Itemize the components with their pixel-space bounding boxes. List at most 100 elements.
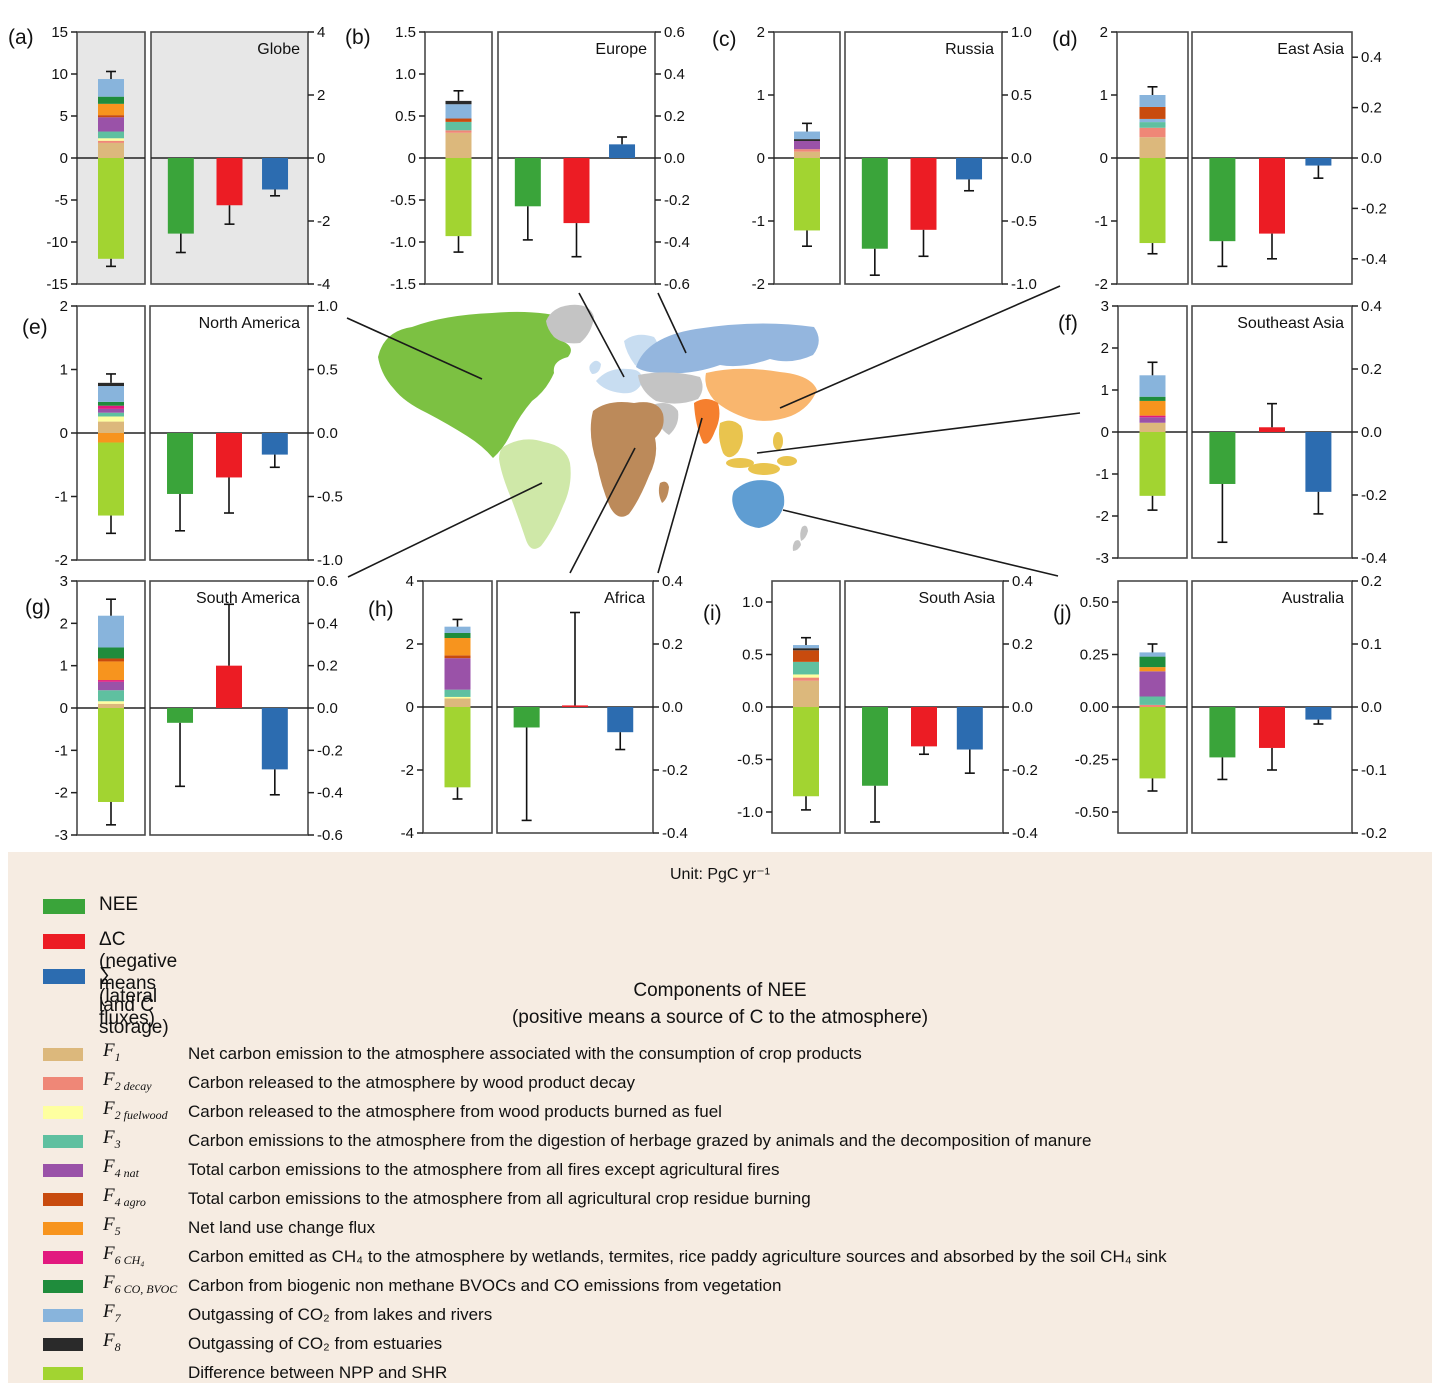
stack-segment-f3	[98, 131, 124, 139]
panel-tag-d: (d)	[1052, 28, 1078, 51]
component-description: Difference between NPP and SHR	[188, 1363, 448, 1382]
stack-segment-f1	[794, 151, 820, 158]
component-symbol: F7	[103, 1301, 121, 1325]
left-axis-tick-label: 0	[1101, 424, 1109, 441]
right-axis-tick-label: 0.0	[664, 150, 685, 167]
bar-nee	[1209, 432, 1236, 484]
left-axis-tick-label: 0.5	[395, 108, 416, 125]
right-axis-tick-label: 0.0	[1012, 699, 1033, 716]
panel-tag-f: (f)	[1058, 312, 1078, 335]
stack-segment-npp_shr	[1139, 158, 1166, 244]
component-symbol: F5	[103, 1214, 121, 1238]
component-row-f8: F8 Outgassing of CO₂ from estuaries	[8, 1330, 1432, 1359]
right-axis-tick-label: 0.4	[1361, 298, 1382, 315]
f4_agro-swatch	[43, 1193, 83, 1206]
right-axis-tick-label: 4	[317, 24, 325, 41]
right-axis-tick-label: -0.5	[317, 489, 343, 506]
component-symbol: F4 agro	[103, 1185, 146, 1209]
bar-dc	[216, 665, 242, 708]
component-description: Carbon emissions to the atmosphere from …	[188, 1131, 1092, 1150]
right-axis-tick-label: 0.4	[664, 66, 685, 83]
map-region-north-america	[378, 311, 575, 458]
stack-segment-npp_shr	[98, 442, 124, 516]
world-map	[378, 304, 819, 551]
stack-segment-f6_ch4	[1139, 415, 1166, 418]
left-axis-tick-label: -1	[752, 213, 765, 230]
right-axis-tick-label: -0.4	[1012, 825, 1038, 842]
right-axis-tick-label: 0.2	[664, 108, 685, 125]
stack-segment-f4_nat	[98, 117, 124, 132]
stack-segment-f7	[98, 386, 124, 402]
right-axis-tick-label: 0	[317, 150, 325, 167]
left-axis-tick-label: 1.5	[395, 24, 416, 41]
left-axis-tick-label: 4	[406, 573, 414, 590]
right-axis-tick-label: -0.4	[1361, 550, 1387, 567]
map-region-british-isles	[589, 360, 601, 374]
left-axis-tick-label: 0.50	[1080, 594, 1109, 611]
right-axis-tick-label: -2	[317, 213, 330, 230]
stack-segment-f4_nat	[98, 681, 124, 691]
stack-segment-f8	[794, 139, 820, 141]
left-axis-tick-label: 0	[60, 700, 68, 717]
right-axis-tick-label: 0.2	[1361, 361, 1382, 378]
connector-australia	[782, 509, 1059, 577]
panel-e: 2 1 0 -1 -2 1.0 0.5 0.0 -0.5 -1.0 (e) North America	[22, 298, 343, 569]
right-axis-tick-label: -0.2	[317, 742, 343, 759]
right-axis-tick-label: 0.0	[1361, 424, 1382, 441]
panel-j: 0.50 0.25 0.00 -0.25 -0.50 0.2 0.1 0.0 -0.1 -0.2 (…	[1053, 573, 1387, 842]
right-axis-tick-label: -0.5	[1011, 213, 1037, 230]
left-axis-tick-label: -1	[55, 742, 68, 759]
right-axis-tick-label: -0.6	[664, 276, 690, 293]
right-axis-tick-label: 0.2	[317, 658, 338, 675]
left-axis-tick-label: -3	[55, 827, 68, 844]
right-axis-tick-label: 0.0	[1361, 699, 1382, 716]
component-symbol: F6 CO, BVOC	[103, 1272, 178, 1296]
map-region-south-america	[499, 439, 571, 549]
panel-tag-a: (a)	[8, 26, 34, 49]
left-axis-tick-label: 0	[408, 150, 416, 167]
right-axis-tick-label: 1.0	[317, 298, 338, 315]
stack-segment-f6_co_bvoc	[1139, 396, 1166, 401]
bar-sum	[956, 158, 983, 180]
stack-segment-f1	[793, 680, 819, 707]
stack-segment-f3	[1139, 696, 1166, 705]
region-label-e: North America	[199, 315, 300, 332]
bar-sum	[1305, 432, 1332, 492]
bar-sum	[261, 708, 288, 770]
stack-segment-f2_decay	[793, 677, 819, 681]
component-row-f5: F5 Net land use change flux	[8, 1214, 1432, 1243]
bar-nee	[513, 707, 540, 728]
connector-se-asia	[756, 412, 1081, 454]
component-description: Carbon from biogenic non methane BVOCs a…	[188, 1276, 782, 1295]
right-axis-tick-label: -0.1	[1361, 762, 1387, 779]
stack-segment-f6_co_bvoc	[98, 96, 124, 104]
right-axis-tick-label: -0.2	[1361, 825, 1387, 842]
charts-layer: 151050-5-10-15420-2-4(a)Globe1.51.00.50-…	[8, 24, 1387, 844]
left-axis-tick-label: 2	[1100, 24, 1108, 41]
component-description: Outgassing of CO₂ from lakes and rivers	[188, 1305, 493, 1324]
left-axis-tick-label: 10	[51, 66, 68, 83]
bar-nee	[167, 158, 194, 234]
right-axis-tick-label: 0.0	[317, 425, 338, 442]
left-axis-tick-label: -0.25	[1075, 752, 1109, 769]
left-axis-tick-label: -2	[55, 785, 68, 802]
map-region-australia	[732, 480, 785, 528]
left-axis-tick-label: -0.50	[1075, 804, 1109, 821]
stack-segment-f2_decay	[794, 149, 820, 152]
panel-tag-b: (b)	[345, 26, 371, 49]
stack-segment-f4_agro	[793, 650, 819, 662]
right-axis-tick-label: 2	[317, 87, 325, 104]
region-label-h: Africa	[604, 590, 645, 607]
component-description: Net land use change flux	[188, 1218, 376, 1237]
region-label-j: Australia	[1282, 590, 1344, 607]
stack-segment-f3	[444, 689, 471, 697]
npp_shr-swatch	[43, 1367, 83, 1380]
stack-segment-f2_fuelwood	[444, 696, 471, 699]
stack-segment-f3	[1139, 122, 1166, 128]
legend-item-label: ΔC (negative means land C storage)	[99, 929, 178, 1038]
region-label-a: Globe	[257, 41, 300, 58]
f8-swatch	[43, 1338, 83, 1351]
stack-segment-f1	[445, 132, 472, 158]
panel-g: 3 2 1 0 -1 -2 -3 0.6 0.4 0.2 0.0 -0.2 -0.4 -0.6 (g) Sou…	[25, 573, 343, 844]
